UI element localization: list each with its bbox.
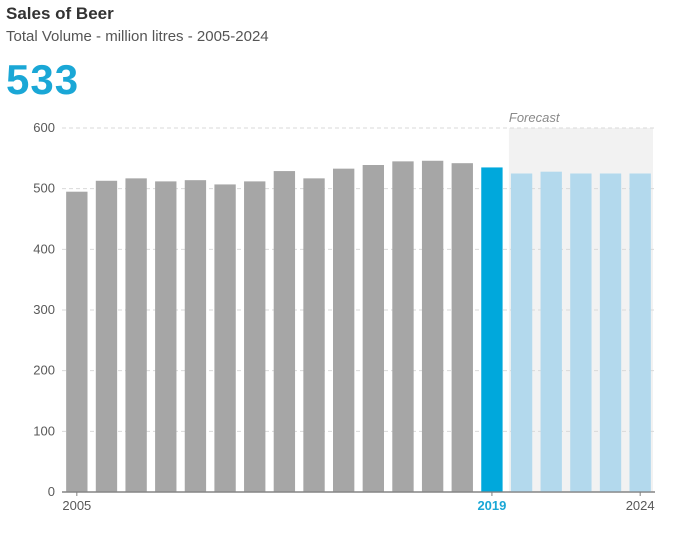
bar-2007	[125, 178, 147, 492]
y-tick-label-600: 600	[33, 120, 55, 135]
bar-2017	[421, 160, 444, 492]
chart-subtitle: Total Volume - million litres - 2005-202…	[6, 28, 269, 45]
y-tick-label-400: 400	[33, 241, 55, 256]
bar-2014	[333, 168, 355, 492]
y-tick-label-0: 0	[48, 484, 55, 499]
y-tick-label-100: 100	[33, 423, 55, 438]
y-tick-label-200: 200	[33, 363, 55, 378]
bar-2013	[303, 178, 325, 492]
bar-2023	[599, 173, 622, 492]
y-tick-label-500: 500	[33, 181, 55, 196]
bar-2012	[273, 171, 296, 492]
bar-2011	[244, 181, 266, 493]
headline-value: 533	[6, 56, 80, 103]
forecast-label: Forecast	[509, 110, 561, 125]
x-tick-label-2005: 2005	[62, 498, 91, 513]
bar-2021	[540, 171, 562, 492]
bar-2006	[95, 180, 118, 492]
bar-2005	[66, 191, 88, 492]
bar-2015	[362, 165, 384, 493]
bar-2016	[392, 161, 414, 492]
bar-2018	[451, 163, 473, 493]
x-tick-label-2024: 2024	[626, 498, 655, 513]
bar-2024	[629, 173, 651, 492]
bar-2009	[184, 180, 207, 492]
bar-2008	[155, 181, 177, 493]
bar-2019	[481, 167, 503, 492]
bar-2022	[570, 173, 592, 492]
bar-2010	[214, 184, 236, 493]
y-tick-label-300: 300	[33, 302, 55, 317]
bar-2020	[510, 173, 533, 492]
x-tick-label-2019: 2019	[477, 498, 506, 513]
chart-title: Sales of Beer	[6, 4, 114, 23]
